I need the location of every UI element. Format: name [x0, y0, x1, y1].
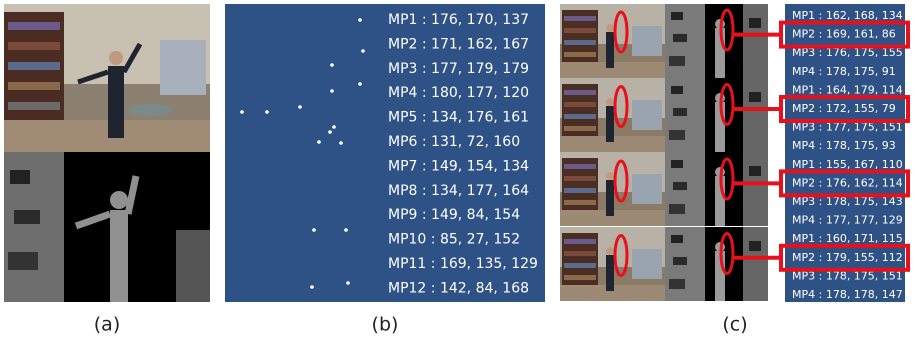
mp-line: MP6 : 131, 72, 160 [388, 134, 520, 150]
mp-line: MP2 : 176, 162, 114 [792, 176, 903, 189]
panel-c: (c) MP1 : 162, 168, 134 MP2 : 169, 161, 8… [560, 4, 908, 336]
panel-a: (a) [4, 4, 210, 336]
mp-line: MP2 : 171, 162, 167 [388, 36, 529, 52]
mp-line: MP1 : 162, 168, 134 [792, 9, 903, 22]
mp-line: MP1 : 160, 171, 115 [792, 232, 903, 245]
mp-line: MP4 : 178, 178, 147 [792, 288, 903, 301]
mp-line: MP2 : 169, 161, 86 [792, 28, 896, 41]
mp-line: MP2 : 179, 155, 112 [792, 251, 903, 264]
mp-line: MP5 : 134, 176, 161 [388, 110, 529, 126]
mp-line: MP1 : 176, 170, 137 [388, 12, 529, 28]
mp-line: MP3 : 177, 179, 179 [388, 61, 529, 77]
caption: (b) [372, 314, 399, 336]
figure: (a) (b) MP1 : 176, 170, 137 MP2 : 171, 16… [0, 0, 913, 345]
caption: (a) [94, 314, 120, 336]
mp-line: MP4 : 180, 177, 120 [388, 85, 529, 101]
mp-line: MP9 : 149, 84, 154 [388, 207, 520, 223]
mp-line: MP2 : 172, 155, 79 [792, 102, 896, 115]
mp-line: MP4 : 178, 175, 91 [792, 65, 896, 78]
mp-line: MP10 : 85, 27, 152 [388, 232, 520, 248]
mp-line: MP4 : 177, 177, 129 [792, 214, 903, 227]
mp-line: MP1 : 155, 167, 110 [792, 158, 903, 171]
mp-line: MP8 : 134, 177, 164 [388, 183, 529, 199]
mp-line: MP1 : 164, 179, 114 [792, 83, 903, 96]
mp-line: MP11 : 169, 135, 129 [388, 256, 538, 272]
caption: (c) [722, 314, 747, 336]
mp-line: MP4 : 178, 175, 93 [792, 139, 896, 152]
mp-line: MP12 : 142, 84, 168 [388, 280, 529, 296]
panel-b: (b) MP1 : 176, 170, 137 MP2 : 171, 162, 1… [225, 4, 545, 336]
mp-line: MP7 : 149, 154, 134 [388, 158, 529, 174]
